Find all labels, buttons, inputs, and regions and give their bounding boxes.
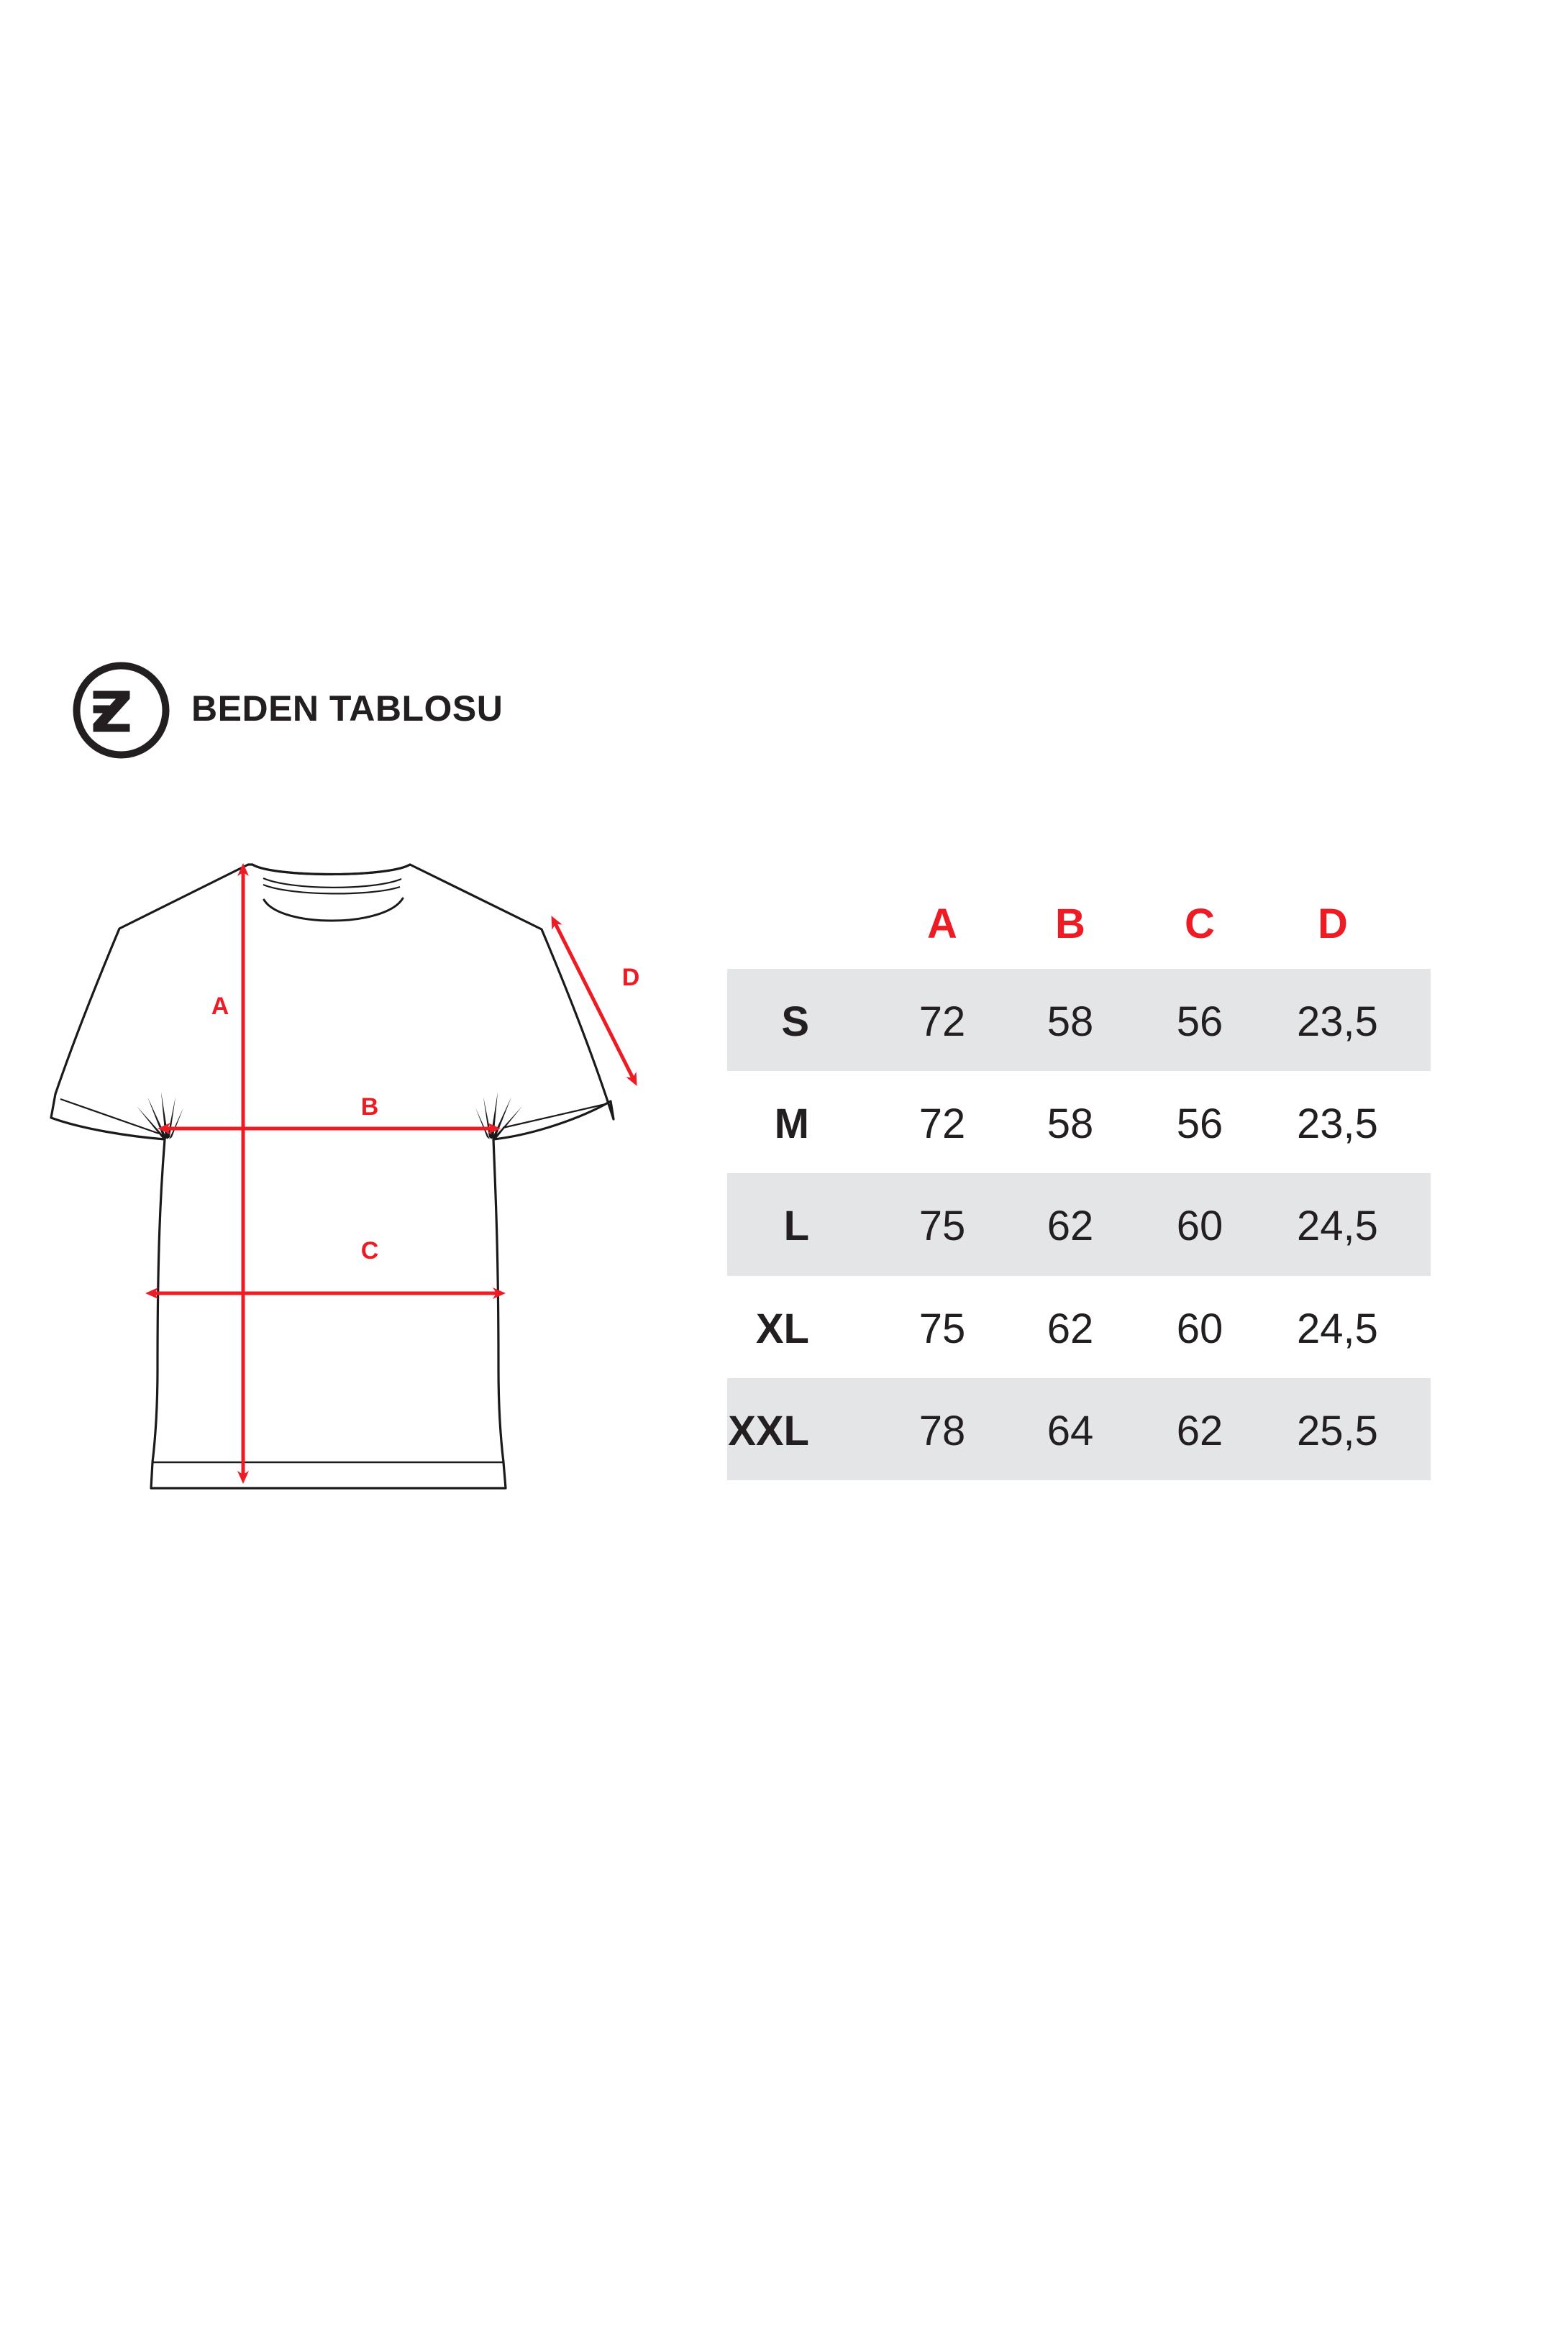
svg-text:A: A [211, 993, 229, 1020]
svg-text:B: B [361, 1093, 379, 1121]
svg-text:D: D [622, 964, 640, 991]
svg-text:C: C [361, 1237, 379, 1264]
